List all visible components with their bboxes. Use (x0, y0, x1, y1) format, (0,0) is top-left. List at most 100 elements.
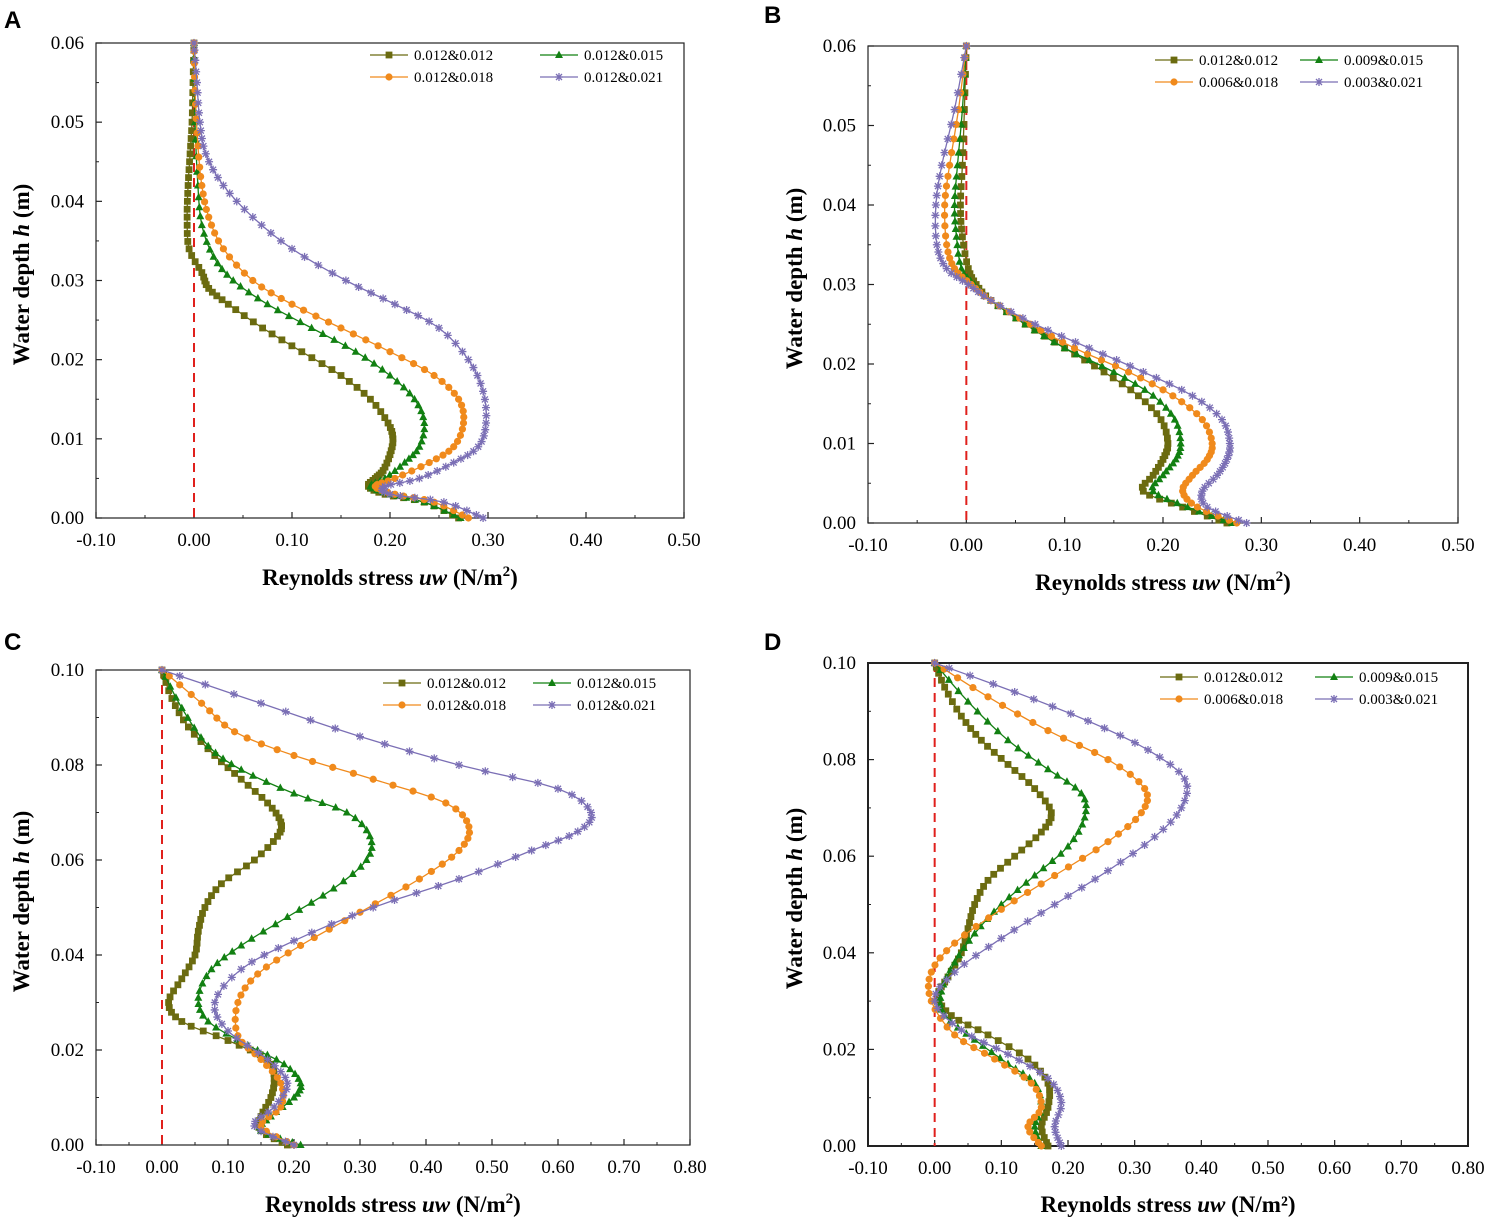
data-point (958, 276, 967, 285)
data-point (936, 982, 945, 991)
data-point (409, 787, 417, 795)
data-point (225, 874, 233, 882)
data-point (396, 492, 405, 501)
data-point (960, 960, 969, 969)
data-point (959, 233, 966, 241)
data-point (957, 712, 965, 720)
data-point (389, 435, 397, 443)
x-tick-label: 0.20 (1146, 535, 1179, 556)
data-point (281, 1073, 290, 1082)
data-point (345, 378, 353, 385)
data-point (254, 970, 262, 978)
data-point (1078, 854, 1087, 862)
data-point (190, 46, 199, 55)
data-point (367, 395, 374, 403)
data-point (253, 293, 262, 302)
data-point (257, 740, 266, 748)
data-point (1152, 373, 1161, 382)
data-point (240, 205, 249, 214)
data-point (1011, 1067, 1019, 1075)
data-point (296, 1140, 305, 1148)
data-point (962, 42, 971, 50)
data-point (952, 232, 961, 240)
data-point (191, 56, 200, 65)
x-title-text: Reynolds stress (1040, 1192, 1197, 1217)
data-point (318, 891, 327, 899)
data-point (585, 818, 594, 827)
data-point (953, 88, 962, 97)
data-point (959, 149, 967, 157)
data-point (259, 1108, 267, 1116)
data-point (165, 687, 173, 695)
data-point (455, 395, 463, 403)
data-point (232, 1007, 240, 1015)
data-point (451, 339, 460, 348)
data-point (367, 288, 376, 297)
data-point (273, 746, 281, 754)
y-tick-label: 0.04 (51, 945, 85, 966)
data-point (936, 954, 944, 962)
data-point (257, 1055, 265, 1064)
legend-label: 0.009&0.015 (1344, 53, 1423, 69)
data-point (1091, 362, 1098, 370)
data-point (1049, 1080, 1058, 1089)
data-point (1223, 428, 1232, 437)
x-title-symbol: uw (1192, 570, 1221, 595)
y-tick-label: 0.02 (823, 1039, 856, 1060)
data-point (448, 853, 456, 861)
data-point (936, 254, 945, 263)
data-point (1207, 511, 1216, 520)
data-point (354, 282, 363, 291)
data-point (984, 1031, 992, 1039)
data-point (1156, 397, 1165, 405)
data-point (187, 690, 195, 699)
data-point (963, 258, 970, 266)
data-point (204, 1017, 213, 1025)
data-point (1224, 451, 1233, 460)
x-tick-label: 0.80 (673, 1157, 706, 1178)
data-point (938, 676, 945, 684)
data-point (372, 401, 380, 409)
legend-label: 0.012&0.021 (577, 698, 656, 714)
data-point (1167, 499, 1175, 507)
data-point (260, 951, 269, 959)
y-tick-label: 0.04 (823, 943, 857, 964)
data-point (953, 240, 962, 249)
data-point (583, 802, 592, 811)
data-point (1141, 802, 1149, 811)
data-point (511, 852, 520, 861)
data-point (1048, 856, 1057, 865)
data-point (573, 827, 582, 836)
data-point (460, 840, 468, 848)
data-point (1047, 814, 1055, 822)
data-point (237, 965, 246, 974)
data-point (158, 666, 166, 674)
legend-marker (1315, 55, 1323, 63)
data-point (178, 975, 186, 983)
data-point (445, 383, 453, 391)
data-point (227, 759, 236, 768)
data-point (1175, 427, 1184, 436)
data-point (932, 191, 941, 200)
data-point (307, 928, 316, 937)
data-point (1111, 362, 1120, 370)
data-point (175, 709, 183, 717)
data-point (1085, 344, 1094, 353)
data-point (1176, 439, 1185, 447)
legend-marker (1315, 78, 1323, 86)
data-point (236, 282, 245, 290)
y-title-unit: (m) (782, 188, 807, 228)
data-point (277, 1079, 285, 1087)
data-point (1144, 745, 1152, 754)
data-point (1059, 338, 1067, 346)
data-point (1139, 367, 1148, 376)
data-point (1148, 482, 1157, 491)
data-point (277, 818, 285, 826)
data-point (948, 1019, 957, 1028)
data-point (927, 968, 935, 976)
data-point (393, 377, 402, 385)
data-point (357, 819, 366, 828)
data-point (184, 238, 192, 245)
data-point (1163, 434, 1171, 442)
data-point (415, 474, 424, 483)
